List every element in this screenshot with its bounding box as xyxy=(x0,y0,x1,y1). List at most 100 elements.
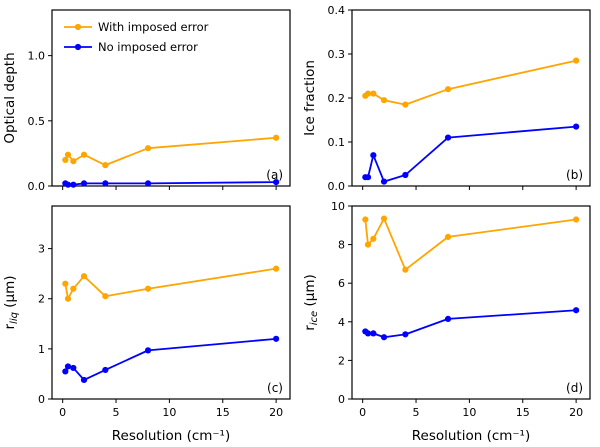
data-point-marker xyxy=(380,178,388,185)
y-tick-label: 2 xyxy=(38,293,45,306)
panel-a-optical-depth-plot: 0.0 0.5 1.0 (a) Optical depth With imposed er… xyxy=(2,9,291,193)
panel-d-rice-plot: 0 5 10 15 20 0 2 4 6 8 10 (d) rice (μm) Resolution (c… xyxy=(302,200,591,444)
data-point-marker xyxy=(444,134,452,141)
legend-marker xyxy=(74,23,82,31)
series-line xyxy=(365,125,577,183)
x-tick-label: 15 xyxy=(216,406,230,419)
series-line xyxy=(64,337,277,381)
x-tick-label: 5 xyxy=(113,406,120,419)
legend-marker xyxy=(74,43,82,51)
data-point-marker xyxy=(80,376,88,384)
data-point-marker xyxy=(364,241,372,248)
series-line xyxy=(64,181,277,186)
data-point-marker xyxy=(573,307,580,314)
data-point-marker xyxy=(70,285,77,292)
data-point-marker xyxy=(102,162,109,169)
y-axis-label: Ice fraction xyxy=(302,60,318,136)
data-point-marker xyxy=(273,134,280,141)
data-point-marker xyxy=(144,285,152,292)
x-tick-label: 0 xyxy=(359,406,366,419)
data-point-marker xyxy=(573,216,580,223)
y-tick-label: 10 xyxy=(331,200,345,213)
data-point-marker xyxy=(273,265,280,272)
data-point-marker xyxy=(402,331,409,338)
y-tick-label: 2 xyxy=(338,354,345,367)
data-point-marker xyxy=(370,152,377,159)
panel-letter-label: (d) xyxy=(566,381,583,395)
y-tick-label: 0.5 xyxy=(28,115,46,128)
data-point-marker xyxy=(70,158,77,165)
y-axis-label: Optical depth xyxy=(2,52,18,143)
data-point-marker xyxy=(370,330,377,337)
data-point-marker xyxy=(273,178,280,186)
data-point-marker xyxy=(64,295,72,302)
series-line xyxy=(364,309,577,339)
data-point-marker xyxy=(380,97,388,104)
y-tick-label: 0.4 xyxy=(328,4,346,17)
y-tick-label: 3 xyxy=(38,243,45,256)
data-point-marker xyxy=(62,156,69,164)
legend-label: With imposed error xyxy=(98,20,209,34)
data-point-marker xyxy=(573,123,580,130)
y-axis-label: rliq (μm) xyxy=(2,275,20,329)
data-point-marker xyxy=(102,180,109,187)
y-tick-label: 1.0 xyxy=(28,50,46,63)
data-point-marker xyxy=(402,101,409,108)
x-tick-label: 10 xyxy=(462,406,476,419)
axes-frame xyxy=(351,205,591,400)
data-point-marker xyxy=(144,347,152,354)
y-tick-label: 0 xyxy=(338,393,345,406)
x-tick-label: 15 xyxy=(516,406,530,419)
y-tick-label: 0.3 xyxy=(328,48,346,61)
data-point-marker xyxy=(573,57,580,64)
x-axis-label: Resolution (cm⁻¹) xyxy=(412,428,530,444)
y-tick-label: 8 xyxy=(338,239,345,252)
data-point-marker xyxy=(402,171,409,179)
data-point-marker xyxy=(80,151,88,158)
panel-c-rliq-plot: 0 5 10 15 20 0 1 2 3 (c) rliq (μm) Resolution (cm⁻¹… xyxy=(2,205,291,444)
panel-letter-label: (c) xyxy=(267,381,283,395)
data-point-marker xyxy=(364,90,372,97)
y-tick-label: 0 xyxy=(38,393,45,406)
data-point-marker xyxy=(144,180,152,187)
x-tick-label: 5 xyxy=(413,406,420,419)
legend-label: No imposed error xyxy=(98,40,198,54)
y-tick-label: 0.2 xyxy=(328,92,346,105)
data-point-marker xyxy=(273,335,280,342)
data-point-marker xyxy=(444,233,452,240)
data-point-marker xyxy=(102,293,109,300)
y-tick-label: 4 xyxy=(338,316,345,329)
data-point-marker xyxy=(102,366,109,374)
data-point-marker xyxy=(64,151,72,158)
data-point-marker xyxy=(444,86,452,93)
panel-letter-label: (b) xyxy=(566,168,583,182)
x-tick-label: 0 xyxy=(59,406,66,419)
x-tick-label: 20 xyxy=(269,406,283,419)
axes-frame xyxy=(51,205,291,400)
data-point-marker xyxy=(364,174,372,181)
series-line xyxy=(64,267,277,300)
data-point-marker xyxy=(70,364,77,372)
data-point-marker xyxy=(62,368,69,375)
data-point-marker xyxy=(370,235,377,242)
panel-b-ice-fraction-plot: 0.0 0.1 0.2 0.3 0.4 (b) Ice fraction xyxy=(302,4,591,193)
series-line xyxy=(64,136,277,167)
data-point-marker xyxy=(362,216,369,223)
data-point-marker xyxy=(64,363,72,370)
x-tick-label: 10 xyxy=(162,406,176,419)
series-line xyxy=(364,217,577,271)
x-tick-label: 20 xyxy=(569,406,583,419)
data-point-marker xyxy=(370,90,377,97)
data-point-marker xyxy=(380,334,388,341)
axes-frame xyxy=(351,9,591,187)
series-line xyxy=(364,59,577,106)
data-point-marker xyxy=(80,273,88,280)
axes-frame xyxy=(51,9,291,187)
data-point-marker xyxy=(70,181,77,188)
data-point-marker xyxy=(62,280,69,287)
y-tick-label: 1 xyxy=(38,343,45,356)
y-tick-label: 0.1 xyxy=(328,136,346,149)
data-point-marker xyxy=(64,181,72,188)
y-tick-label: 0.0 xyxy=(328,180,346,193)
data-point-marker xyxy=(402,266,409,273)
